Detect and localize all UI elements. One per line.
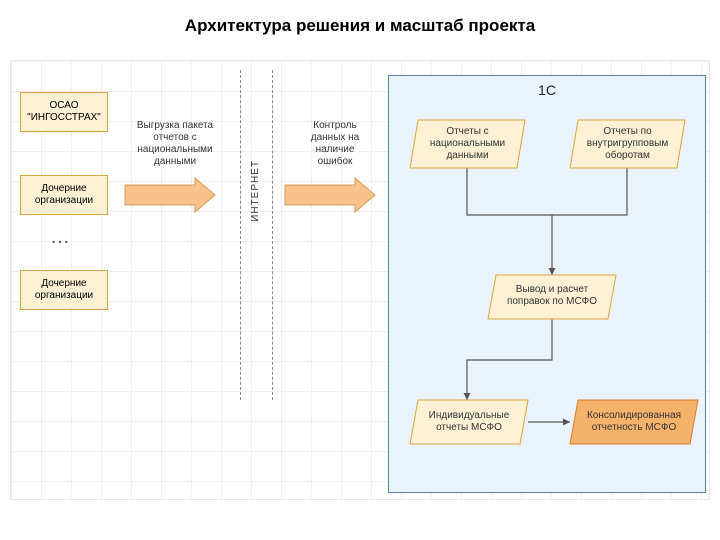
big-arrow-1 — [125, 178, 215, 212]
flow-node-2-label: Отчеты повнутригрупповымоборотам — [570, 126, 685, 162]
flow-node-5-label: Консолидированнаяотчетность МСФО — [570, 410, 698, 434]
divider-left — [240, 70, 241, 400]
flow-node-3-label: Вывод и расчетпоправок по МСФО — [488, 284, 616, 308]
ellipsis: … — [50, 226, 72, 249]
container-1c-title: 1C — [388, 82, 706, 98]
internet-label: ИНТЕРНЕТ — [250, 160, 261, 222]
big-arrow-2 — [285, 178, 375, 212]
flow-node-4-label: Индивидуальныеотчеты МСФО — [410, 410, 528, 434]
org-box-3: Дочерниеорганизации — [20, 270, 108, 310]
arrow-label-1: Выгрузка пакетаотчетов снациональнымидан… — [130, 120, 220, 168]
org-box-1: ОСАО"ИНГОССТРАХ" — [20, 92, 108, 132]
org-box-2: Дочерниеорганизации — [20, 175, 108, 215]
arrow-label-2: Контрольданных наналичиеошибок — [300, 120, 370, 168]
page-title: Архитектура решения и масштаб проекта — [0, 16, 720, 36]
divider-right — [272, 70, 273, 400]
flow-node-1-label: Отчеты снациональнымиданными — [410, 126, 525, 162]
